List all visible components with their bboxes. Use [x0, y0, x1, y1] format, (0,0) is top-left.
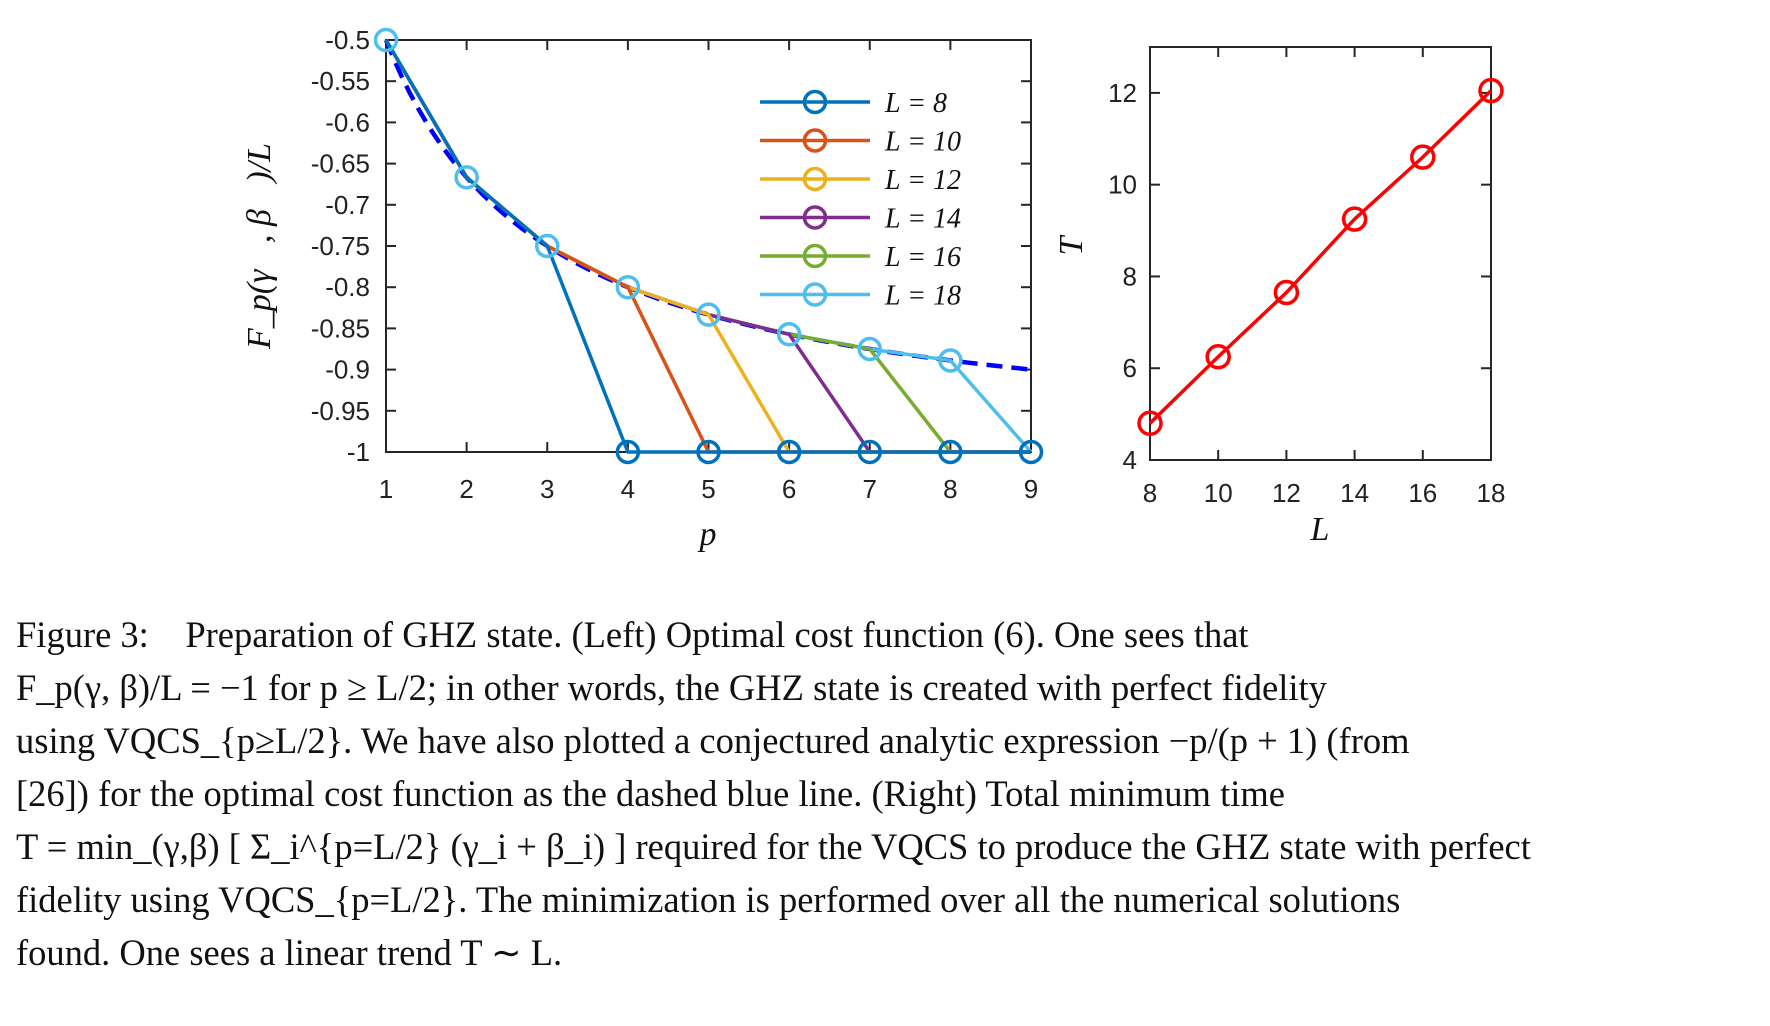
right-series-marker — [1273, 279, 1300, 306]
left-x-tick-labels: 1 2 3 4 5 6 7 8 9 — [379, 474, 1038, 504]
series-marker — [938, 348, 963, 373]
left-y-axis-label-group: F_p(γ⃗, β⃗)/L — [241, 143, 278, 350]
legend-marker — [802, 282, 828, 307]
legend-label: L = 8 — [884, 88, 947, 119]
series-marker — [696, 439, 721, 465]
right-x-tick-label: 10 — [1204, 478, 1233, 508]
left-series — [373, 27, 1044, 465]
caption-line-7: found. One sees a linear trend T ∼ L. — [16, 932, 563, 973]
left-y-tick-label: -0.95 — [311, 396, 370, 426]
legend-label: L = 10 — [884, 127, 961, 158]
series-marker — [857, 439, 882, 465]
right-x-tick-label: 12 — [1272, 478, 1301, 508]
right-x-axis-label: L — [1310, 511, 1330, 548]
left-x-tick-label: 1 — [379, 474, 393, 504]
right-axis-ticks — [1149, 47, 1492, 461]
legend-marker — [802, 128, 828, 153]
left-y-tick-label: -1 — [347, 437, 370, 467]
left-x-tick-label: 2 — [459, 474, 473, 504]
right-series-marker — [1410, 144, 1436, 170]
right-series — [1137, 77, 1504, 437]
left-x-tick-label: 8 — [943, 474, 957, 504]
series-marker — [776, 439, 802, 465]
caption-line-6: fidelity using VQCS_{p=L/2}. The minimiz… — [16, 879, 1401, 920]
left-x-tick-label: 6 — [782, 474, 796, 504]
caption-line-2: F_p(γ, β)/L = −1 for p ≥ L/2; in other w… — [16, 667, 1327, 708]
right-y-tick-label: 10 — [1108, 170, 1137, 200]
legend-label: L = 12 — [884, 165, 961, 196]
right-x-tick-label: 16 — [1408, 478, 1437, 508]
series-marker — [615, 274, 641, 300]
left-y-axis-label: F_p(γ⃗, β⃗)/L — [241, 143, 278, 350]
legend-items: L = 8 L = 10 L = 12 L = 14 L = 16 L = 18 — [760, 88, 961, 312]
legend-marker — [802, 166, 828, 192]
right-y-tick-labels: 4 6 8 10 12 — [1108, 78, 1137, 475]
legend-marker — [802, 89, 828, 115]
figure-caption: Figure 3: Preparation of GHZ state. (Lef… — [16, 608, 1754, 979]
right-x-tick-labels: 8 10 12 14 16 18 — [1143, 478, 1506, 508]
series-line — [384, 39, 1031, 454]
series-marker — [454, 165, 479, 190]
right-chart: 8 10 12 14 16 18 4 6 8 10 12 L T — [1053, 46, 1506, 548]
series-marker — [938, 439, 963, 465]
legend-box — [745, 82, 1017, 310]
series-marker — [615, 439, 641, 465]
left-x-tick-label: 5 — [701, 474, 715, 504]
right-series-line — [1148, 89, 1493, 425]
left-y-tick-label: -0.75 — [311, 231, 370, 261]
legend-marker — [802, 243, 828, 269]
left-x-tick-label: 3 — [540, 474, 554, 504]
caption-line-4: [26]) for the optimal cost function as t… — [16, 773, 1285, 814]
legend-label: L = 14 — [884, 204, 961, 235]
legend-marker — [802, 205, 828, 230]
left-y-tick-label: -0.8 — [325, 272, 370, 302]
left-y-tick-label: -0.85 — [311, 313, 370, 343]
right-series-marker — [1341, 206, 1368, 232]
right-series-marker — [1205, 344, 1231, 370]
right-y-tick-label: 4 — [1123, 445, 1137, 475]
series-marker — [1018, 439, 1044, 465]
left-y-tick-label: -0.7 — [325, 190, 370, 220]
left-x-tick-label: 9 — [1024, 474, 1038, 504]
right-series-marker — [1478, 77, 1504, 104]
left-x-tick-label: 7 — [863, 474, 877, 504]
series-marker — [373, 27, 399, 53]
left-y-tick-label: -0.5 — [325, 25, 370, 55]
caption-figure-label: Figure 3: — [16, 614, 149, 655]
series-marker — [857, 336, 882, 362]
left-x-axis-label: p — [698, 516, 717, 553]
series-marker — [776, 322, 802, 347]
left-y-tick-label: -0.6 — [325, 107, 370, 137]
left-x-tick-label: 4 — [621, 474, 635, 504]
left-y-tick-labels: -0.5 -0.55 -0.6 -0.65 -0.7 -0.75 -0.8 -0.85 -0.9… — [311, 25, 370, 467]
right-y-axis-label: T — [1053, 234, 1090, 255]
legend-label: L = 18 — [884, 281, 961, 312]
caption-line-5: T = min_(γ,β) [ Σ_i^{p=L/2} (γ_i + β_i) … — [16, 826, 1531, 867]
right-x-tick-label: 18 — [1477, 478, 1506, 508]
series-marker — [696, 302, 721, 327]
right-y-tick-label: 12 — [1108, 78, 1137, 108]
left-y-tick-label: -0.55 — [311, 66, 370, 96]
right-y-tick-label: 6 — [1123, 353, 1137, 383]
right-y-axis-label-group: T — [1053, 234, 1090, 255]
right-x-tick-label: 14 — [1340, 478, 1369, 508]
right-series-marker — [1137, 410, 1163, 437]
caption-line-3: using VQCS_{p≥L/2}. We have also plotted… — [16, 720, 1410, 761]
caption-line-1-text: Preparation of GHZ state. (Left) Optimal… — [185, 614, 1249, 655]
legend: L = 8 L = 10 L = 12 L = 14 L = 16 L = 18 — [745, 82, 1017, 312]
left-y-tick-label: -0.65 — [311, 149, 370, 179]
caption-line-1: Figure 3: Preparation of GHZ state. (Lef… — [16, 608, 1754, 661]
left-y-tick-label: -0.9 — [325, 355, 370, 385]
right-y-tick-label: 8 — [1123, 261, 1137, 291]
legend-label: L = 16 — [884, 242, 961, 273]
series-marker — [535, 233, 560, 259]
right-x-tick-label: 8 — [1143, 478, 1157, 508]
